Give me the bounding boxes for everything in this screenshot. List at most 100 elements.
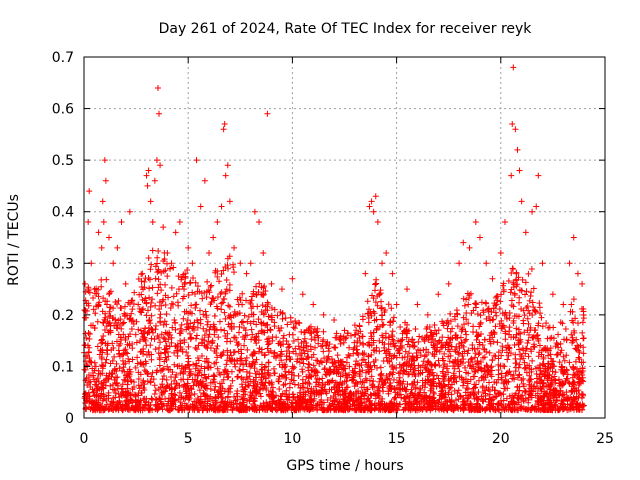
data-point xyxy=(216,380,223,387)
data-point xyxy=(144,370,151,377)
data-point xyxy=(462,389,469,396)
data-point xyxy=(379,382,386,389)
data-point xyxy=(557,349,564,356)
data-point xyxy=(465,301,472,308)
data-point xyxy=(529,334,536,341)
data-point xyxy=(314,357,321,364)
data-point xyxy=(453,307,460,314)
data-point xyxy=(509,121,516,128)
data-point xyxy=(381,377,388,384)
data-point xyxy=(475,351,482,358)
data-point xyxy=(431,321,438,328)
data-point xyxy=(162,395,169,402)
data-point xyxy=(398,337,405,344)
data-point xyxy=(272,404,279,411)
data-point xyxy=(123,397,130,404)
data-point xyxy=(514,384,521,391)
data-point xyxy=(306,371,313,378)
data-point xyxy=(508,398,515,405)
data-point xyxy=(249,405,256,412)
data-point xyxy=(185,291,192,298)
data-point xyxy=(103,396,110,403)
data-point xyxy=(292,317,299,324)
data-point xyxy=(241,342,248,349)
data-point xyxy=(463,310,470,317)
data-point xyxy=(215,334,222,341)
data-point xyxy=(143,312,150,319)
data-point xyxy=(520,317,527,324)
data-point xyxy=(122,398,129,405)
y-tick-label: 0.6 xyxy=(52,102,74,118)
data-point xyxy=(523,288,530,295)
data-point xyxy=(149,296,156,303)
data-point xyxy=(215,386,222,393)
data-point xyxy=(548,389,555,396)
data-point xyxy=(98,380,105,387)
data-point xyxy=(466,244,473,251)
data-point xyxy=(201,383,208,390)
x-axis-title: GPS time / hours xyxy=(286,458,403,474)
data-point xyxy=(535,172,542,179)
data-point xyxy=(566,260,573,267)
data-point xyxy=(140,330,147,337)
data-point xyxy=(136,337,143,344)
data-point xyxy=(164,273,171,280)
data-point xyxy=(313,388,320,395)
data-point xyxy=(519,276,526,283)
data-point xyxy=(178,346,185,353)
data-point xyxy=(307,392,314,399)
data-point xyxy=(386,350,393,357)
data-point xyxy=(260,249,267,256)
data-point xyxy=(239,333,246,340)
data-point xyxy=(550,324,557,331)
data-point xyxy=(362,270,369,277)
data-point xyxy=(101,326,108,333)
data-point xyxy=(204,318,211,325)
data-point xyxy=(131,289,138,296)
data-point xyxy=(295,319,302,326)
data-point xyxy=(92,363,99,370)
data-point xyxy=(244,346,251,353)
data-point xyxy=(190,361,197,368)
data-point xyxy=(336,404,343,411)
data-point xyxy=(143,398,150,405)
data-point xyxy=(130,300,137,307)
data-point xyxy=(538,314,545,321)
data-point xyxy=(86,398,93,405)
data-point xyxy=(156,395,163,402)
data-point xyxy=(91,392,98,399)
data-point xyxy=(498,291,505,298)
data-point xyxy=(368,312,375,319)
data-point xyxy=(279,401,286,408)
data-point xyxy=(370,295,377,302)
data-point xyxy=(224,162,231,169)
data-point xyxy=(375,383,382,390)
data-point xyxy=(500,286,507,293)
data-point xyxy=(544,406,551,413)
data-point xyxy=(481,336,488,343)
data-point xyxy=(532,307,539,314)
data-point xyxy=(187,370,194,377)
data-point xyxy=(474,311,481,318)
data-point xyxy=(355,351,362,358)
data-point xyxy=(333,330,340,337)
data-point xyxy=(528,266,535,273)
data-point xyxy=(216,278,223,285)
data-point xyxy=(568,301,575,308)
data-point xyxy=(545,352,552,359)
data-point xyxy=(100,219,107,226)
data-point xyxy=(239,290,246,297)
data-point xyxy=(474,358,481,365)
data-point xyxy=(300,356,307,363)
data-point xyxy=(478,330,485,337)
data-point xyxy=(468,365,475,372)
data-point xyxy=(203,294,210,301)
data-point xyxy=(390,318,397,325)
data-point xyxy=(580,315,587,322)
data-point xyxy=(506,404,513,411)
data-point xyxy=(505,344,512,351)
data-point xyxy=(290,338,297,345)
data-point xyxy=(107,382,114,389)
data-point xyxy=(389,336,396,343)
data-point xyxy=(145,274,152,281)
